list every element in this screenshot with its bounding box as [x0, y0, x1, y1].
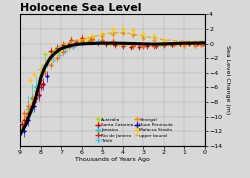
X-axis label: Thousands of Years Ago: Thousands of Years Ago [75, 156, 150, 161]
Legend: Australia, Santa Catarina, Jamaica, Rio de Janiero, Tahiti, Senegal, Huon Penins: Australia, Santa Catarina, Jamaica, Rio … [96, 117, 174, 144]
Text: Holocene Sea Level: Holocene Sea Level [20, 3, 142, 14]
Y-axis label: Sea Level Change (m): Sea Level Change (m) [225, 45, 230, 115]
